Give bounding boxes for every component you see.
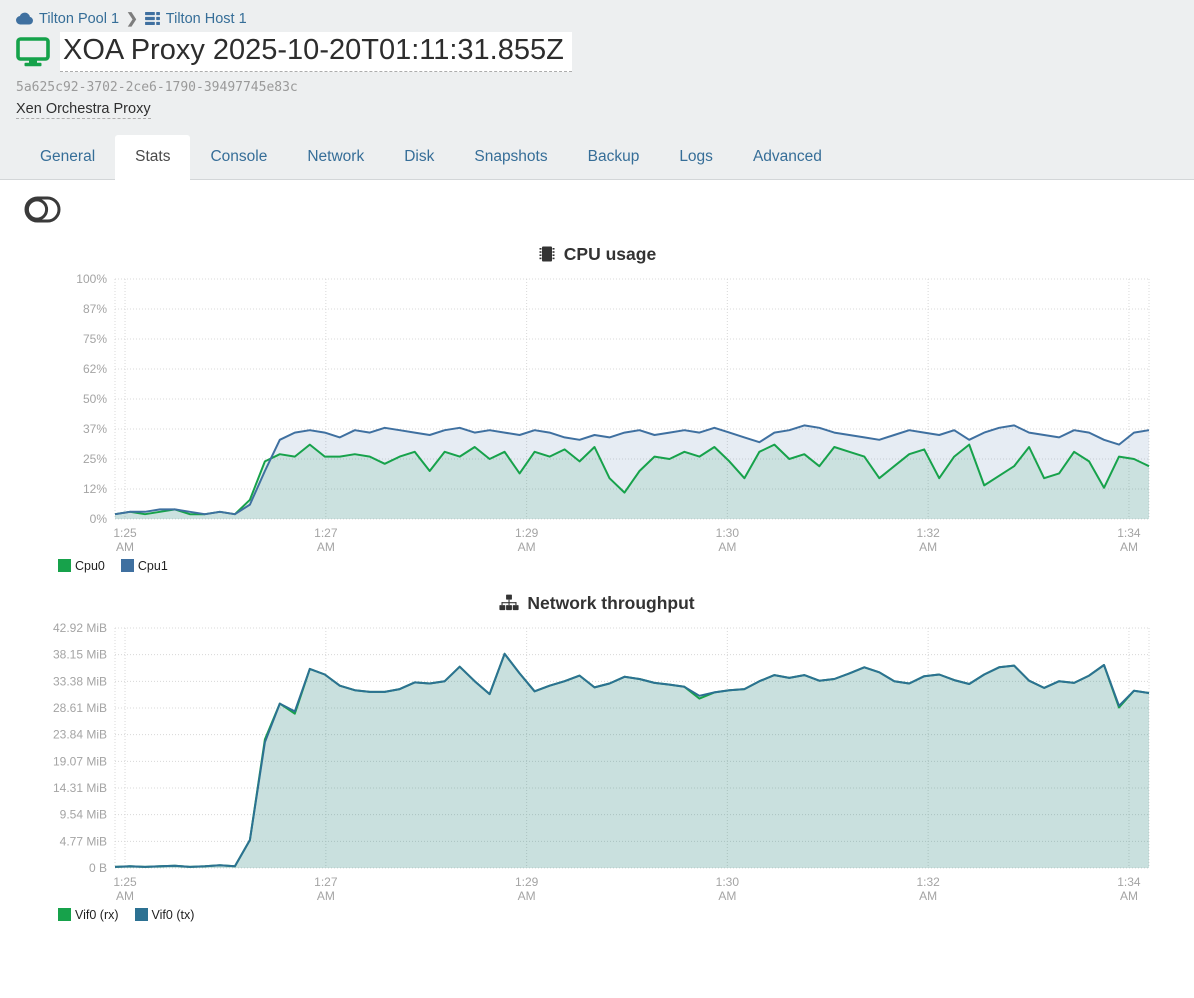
svg-text:AM: AM: [1120, 540, 1138, 554]
svg-text:1:34: 1:34: [1117, 526, 1141, 540]
title-row: XOA Proxy 2025-10-20T01:11:31.855Z: [0, 29, 1194, 72]
breadcrumb: Tilton Pool 1 ❯ Tilton Host 1: [0, 0, 1194, 29]
breadcrumb-host-link[interactable]: Tilton Host 1: [144, 10, 247, 27]
svg-text:AM: AM: [718, 540, 736, 554]
vm-description[interactable]: Xen Orchestra Proxy: [16, 100, 151, 119]
stats-panel: CPU usage 100% 87% 75% 62% 50% 37% 25% 12% 0% 1:2…: [0, 196, 1194, 922]
vm-title[interactable]: XOA Proxy 2025-10-20T01:11:31.855Z: [60, 32, 572, 72]
tab-console[interactable]: Console: [210, 147, 268, 165]
svg-text:23.84 MiB: 23.84 MiB: [53, 727, 107, 741]
svg-text:1:32: 1:32: [916, 526, 940, 540]
cpu-usage-title: CPU usage: [0, 244, 1194, 265]
svg-text:1:27: 1:27: [314, 875, 338, 889]
legend-swatch: [58, 559, 71, 573]
tab-network[interactable]: Network: [307, 147, 365, 165]
network-throughput-plot: 42.92 MiB 38.15 MiB 33.38 MiB 28.61 MiB 23.8…: [15, 620, 1194, 906]
cpu-usage-chart: CPU usage 100% 87% 75% 62% 50% 37% 25% 12% 0% 1:2…: [0, 244, 1194, 573]
svg-text:AM: AM: [718, 889, 736, 903]
svg-text:1:30: 1:30: [716, 875, 740, 889]
legend-item: Vif0 (rx): [58, 908, 119, 922]
tab-snapshots[interactable]: Snapshots: [474, 147, 548, 165]
svg-text:AM: AM: [518, 889, 536, 903]
svg-text:0%: 0%: [90, 512, 108, 526]
cpu-usage-plot: 100% 87% 75% 62% 50% 37% 25% 12% 0% 1:25 AM 1:27 AM 1…: [15, 271, 1194, 557]
network-throughput-title: Network throughput: [0, 593, 1194, 614]
svg-text:AM: AM: [518, 540, 536, 554]
network-throughput-legend: Vif0 (rx) Vif0 (tx): [58, 908, 1194, 922]
svg-text:1:29: 1:29: [515, 875, 539, 889]
network-throughput-svg: 42.92 MiB 38.15 MiB 33.38 MiB 28.61 MiB 23.8…: [53, 621, 1150, 903]
toggle-row: [24, 196, 1194, 224]
svg-text:1:32: 1:32: [916, 875, 940, 889]
svg-text:75%: 75%: [83, 332, 107, 346]
breadcrumb-pool-label: Tilton Pool 1: [39, 10, 120, 27]
legend-item: Cpu1: [120, 558, 168, 573]
breadcrumb-host-label: Tilton Host 1: [165, 10, 247, 27]
svg-text:AM: AM: [116, 889, 134, 903]
tab-backup[interactable]: Backup: [587, 147, 640, 165]
chevron-right-icon: ❯: [126, 10, 138, 26]
tab-general[interactable]: General: [40, 147, 96, 165]
svg-text:4.77 MiB: 4.77 MiB: [60, 834, 107, 848]
network-throughput-title-label: Network throughput: [527, 592, 695, 613]
svg-text:1:29: 1:29: [515, 526, 539, 540]
legend-swatch: [58, 908, 71, 922]
tab-advanced[interactable]: Advanced: [752, 147, 822, 165]
legend-label: Cpu0: [75, 558, 105, 573]
tab-disk[interactable]: Disk: [404, 147, 435, 165]
legend-label: Cpu1: [137, 558, 168, 573]
svg-text:AM: AM: [116, 540, 134, 554]
svg-text:19.07 MiB: 19.07 MiB: [53, 754, 107, 768]
svg-text:87%: 87%: [83, 302, 107, 316]
cpu-usage-title-label: CPU usage: [563, 243, 657, 264]
svg-text:25%: 25%: [83, 452, 107, 466]
svg-text:62%: 62%: [83, 362, 107, 376]
svg-text:14.31 MiB: 14.31 MiB: [53, 781, 107, 795]
svg-text:12%: 12%: [83, 482, 107, 496]
microchip-icon: [539, 246, 555, 262]
legend-label: Vif0 (rx): [75, 907, 119, 922]
svg-text:1:34: 1:34: [1117, 875, 1141, 889]
monitor-icon: [16, 37, 50, 67]
legend-label: Vif0 (tx): [151, 907, 195, 922]
legend-swatch: [134, 908, 148, 922]
svg-text:0 B: 0 B: [89, 861, 107, 875]
svg-text:50%: 50%: [83, 392, 107, 406]
legend-item: Cpu0: [58, 559, 105, 573]
breadcrumb-pool-link[interactable]: Tilton Pool 1: [16, 11, 119, 27]
server-icon: [144, 12, 160, 25]
svg-text:38.15 MiB: 38.15 MiB: [53, 647, 107, 661]
cpu-usage-legend: Cpu0 Cpu1: [58, 559, 1194, 573]
sitemap-icon: [499, 594, 519, 611]
legend-item: Vif0 (tx): [134, 907, 195, 922]
stats-granularity-toggle[interactable]: [24, 196, 61, 228]
toggle-icon: [24, 196, 61, 223]
cpu-usage-svg: 100%87%75%62%50%37%25%12%0%1:25AM1:27AM1…: [76, 272, 1150, 554]
svg-text:AM: AM: [919, 540, 937, 554]
svg-text:1:30: 1:30: [716, 526, 740, 540]
vm-header: Tilton Pool 1 ❯ Tilton Host 1: [0, 0, 1194, 180]
svg-text:AM: AM: [1120, 889, 1138, 903]
svg-text:1:25: 1:25: [113, 875, 137, 889]
network-throughput-chart: Network throughput 42.92 MiB 38.15 MiB 33.…: [0, 593, 1194, 922]
svg-text:1:25: 1:25: [113, 526, 137, 540]
tab-stats[interactable]: Stats: [115, 134, 191, 180]
svg-text:AM: AM: [317, 889, 335, 903]
cloud-icon: [16, 12, 33, 25]
svg-text:9.54 MiB: 9.54 MiB: [60, 807, 107, 821]
svg-text:37%: 37%: [83, 422, 107, 436]
vm-uuid: 5a625c92-3702-2ce6-1790-39497745e83c: [16, 79, 298, 95]
svg-text:AM: AM: [317, 540, 335, 554]
svg-text:AM: AM: [919, 889, 937, 903]
svg-text:100%: 100%: [76, 272, 107, 286]
vm-page: Tilton Pool 1 ❯ Tilton Host 1: [0, 0, 1194, 922]
legend-swatch: [120, 559, 134, 573]
tab-bar: General Stats Console Network Disk Snaps…: [0, 134, 1194, 180]
svg-text:1:27: 1:27: [314, 526, 338, 540]
svg-text:33.38 MiB: 33.38 MiB: [53, 674, 107, 688]
svg-text:28.61 MiB: 28.61 MiB: [53, 701, 107, 715]
svg-text:42.92 MiB: 42.92 MiB: [53, 621, 107, 635]
tab-logs[interactable]: Logs: [679, 147, 713, 165]
